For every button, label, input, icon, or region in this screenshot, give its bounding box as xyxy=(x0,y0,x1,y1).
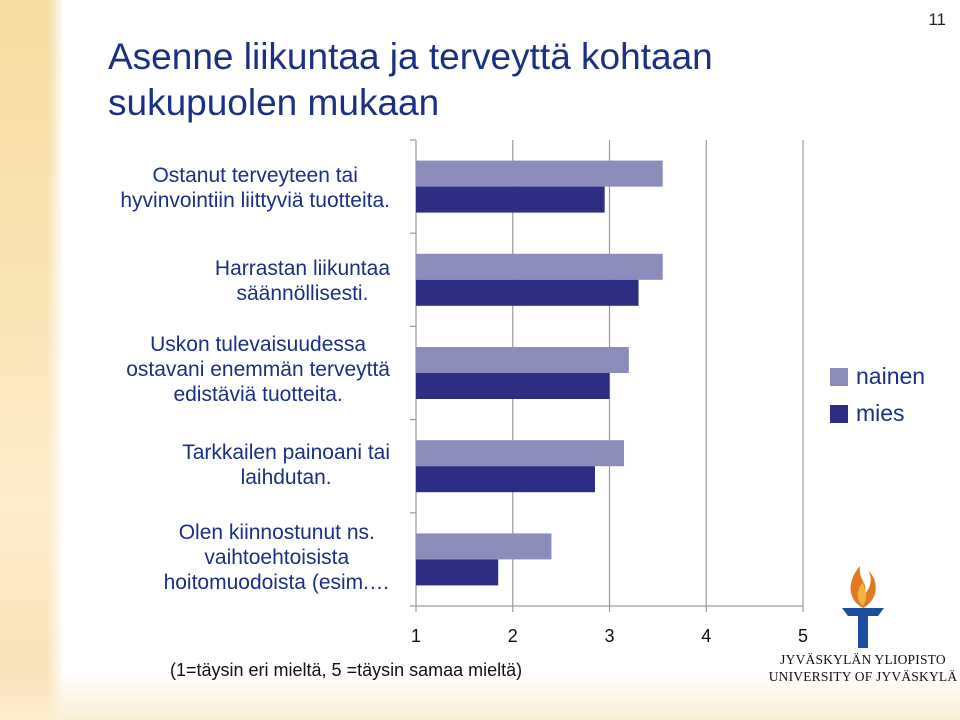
bar-mies xyxy=(416,373,610,399)
bottom-decoration-band xyxy=(0,672,960,720)
legend-label-nainen: nainen xyxy=(856,363,926,389)
bar-mies xyxy=(416,279,639,306)
category-label-line: Ostanut terveyteen tai xyxy=(152,164,358,187)
bar-nainen xyxy=(416,160,663,187)
category-label-line: edistäviä tuotteita. xyxy=(173,383,343,406)
category-label-line: säännöllisesti. xyxy=(236,282,369,305)
category-label-line: Olen kiinnostunut ns. xyxy=(178,521,375,544)
scale-note: (1=täysin eri mieltä, 5 =täysin samaa mi… xyxy=(170,660,523,680)
bar-mies xyxy=(416,466,595,493)
legend-label-mies: mies xyxy=(856,400,905,426)
bar-nainen xyxy=(416,533,552,560)
logo-line-finnish: JYVÄSKYLÄN YLIOPISTO xyxy=(780,652,946,667)
legend-swatch-nainen xyxy=(830,367,848,386)
category-label-line: hoitomuodoista (esim.… xyxy=(163,571,390,594)
x-tick-label: 5 xyxy=(798,626,808,646)
category-label-1: Ostanut terveyteen tai hyvinvointiin lii… xyxy=(120,163,390,213)
x-tick-label: 1 xyxy=(411,626,421,646)
category-label-4: Tarkkailen painoani tai laihdutan. xyxy=(182,440,390,490)
logo-line-english: UNIVERSITY OF JYVÄSKYLÄ xyxy=(768,669,958,684)
category-label-line: vaihtoehtoisista xyxy=(204,546,350,569)
category-label-2: Harrastan liikuntaa säännöllisesti. xyxy=(215,256,390,306)
category-label-line: hyvinvointiin liittyviä tuotteita. xyxy=(120,189,390,212)
legend-swatch-mies xyxy=(830,404,848,423)
category-label-line: laihdutan. xyxy=(240,466,332,489)
slide-title: Asenne liikuntaa ja terveyttä kohtaan su… xyxy=(108,36,713,123)
x-tick-label: 4 xyxy=(701,626,711,646)
university-logo: JYVÄSKYLÄN YLIOPISTO UNIVERSITY OF JYVÄS… xyxy=(768,560,958,690)
x-tick-label: 2 xyxy=(508,626,518,646)
bar-mies xyxy=(416,186,605,213)
x-tick-label: 3 xyxy=(604,626,614,646)
category-label-5: Olen kiinnostunut ns. vaihtoehtoisista h… xyxy=(164,520,390,595)
legend-item-mies: mies xyxy=(830,395,925,432)
category-label-line: Uskon tulevaisuudessa xyxy=(150,333,367,356)
category-label-3: Uskon tulevaisuudessa ostavani enemmän t… xyxy=(126,332,390,407)
torch-emblem-icon xyxy=(842,566,884,648)
legend-item-nainen: nainen xyxy=(830,358,925,395)
bar-nainen xyxy=(416,253,663,280)
category-label-line: Harrastan liikuntaa xyxy=(214,257,390,280)
bar-mies xyxy=(416,559,499,586)
category-label-line: Tarkkailen painoani tai xyxy=(182,441,390,464)
bar-nainen xyxy=(416,347,629,373)
bar-nainen xyxy=(416,440,625,467)
chart-legend: nainen mies xyxy=(830,358,925,432)
left-decoration-band xyxy=(0,0,62,720)
category-label-line: ostavani enemmän terveyttä xyxy=(126,358,390,381)
page-number: 11 xyxy=(928,10,946,29)
